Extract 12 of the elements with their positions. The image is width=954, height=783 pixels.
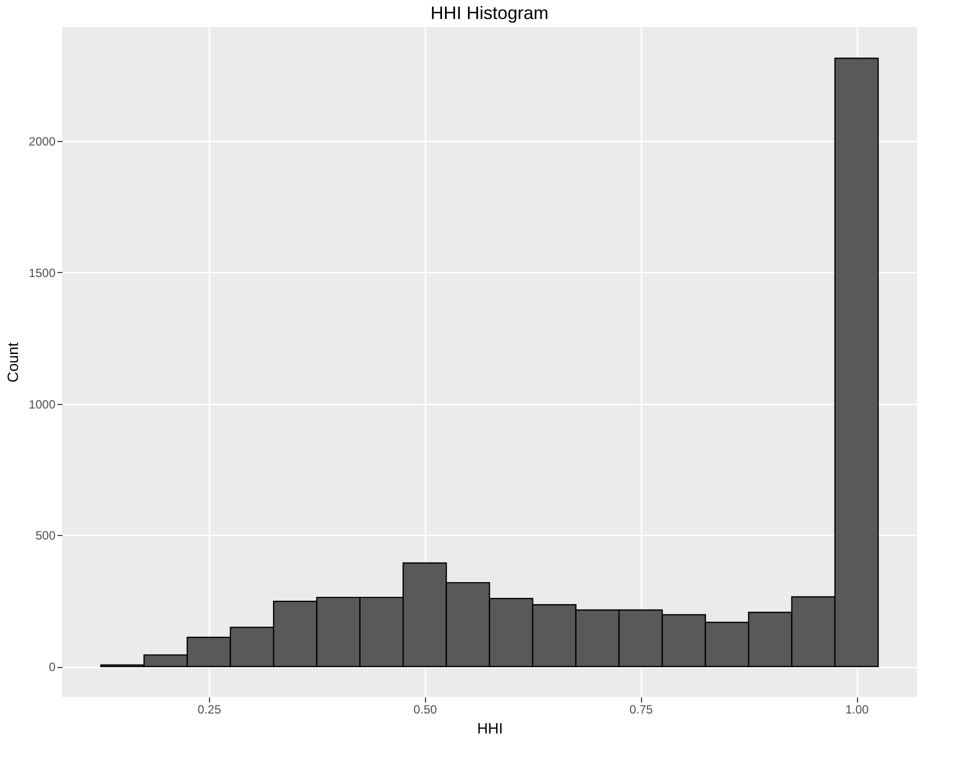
- y-tick-label: 0: [48, 660, 56, 674]
- y-tick-label: 500: [35, 528, 56, 543]
- y-tick-label: 1000: [28, 397, 56, 412]
- x-axis-title: HHI: [477, 720, 503, 738]
- y-tick-label: 2000: [28, 134, 56, 149]
- y-tick-label: 1500: [28, 266, 56, 280]
- x-tick-label: 0.50: [414, 702, 438, 716]
- x-tick-label: 0.25: [198, 702, 222, 716]
- y-axis-title: Count: [4, 342, 22, 383]
- x-tick-label: 0.75: [629, 702, 654, 716]
- x-tick-label: 1.00: [845, 702, 870, 716]
- chart-title: HHI Histogram: [430, 3, 549, 23]
